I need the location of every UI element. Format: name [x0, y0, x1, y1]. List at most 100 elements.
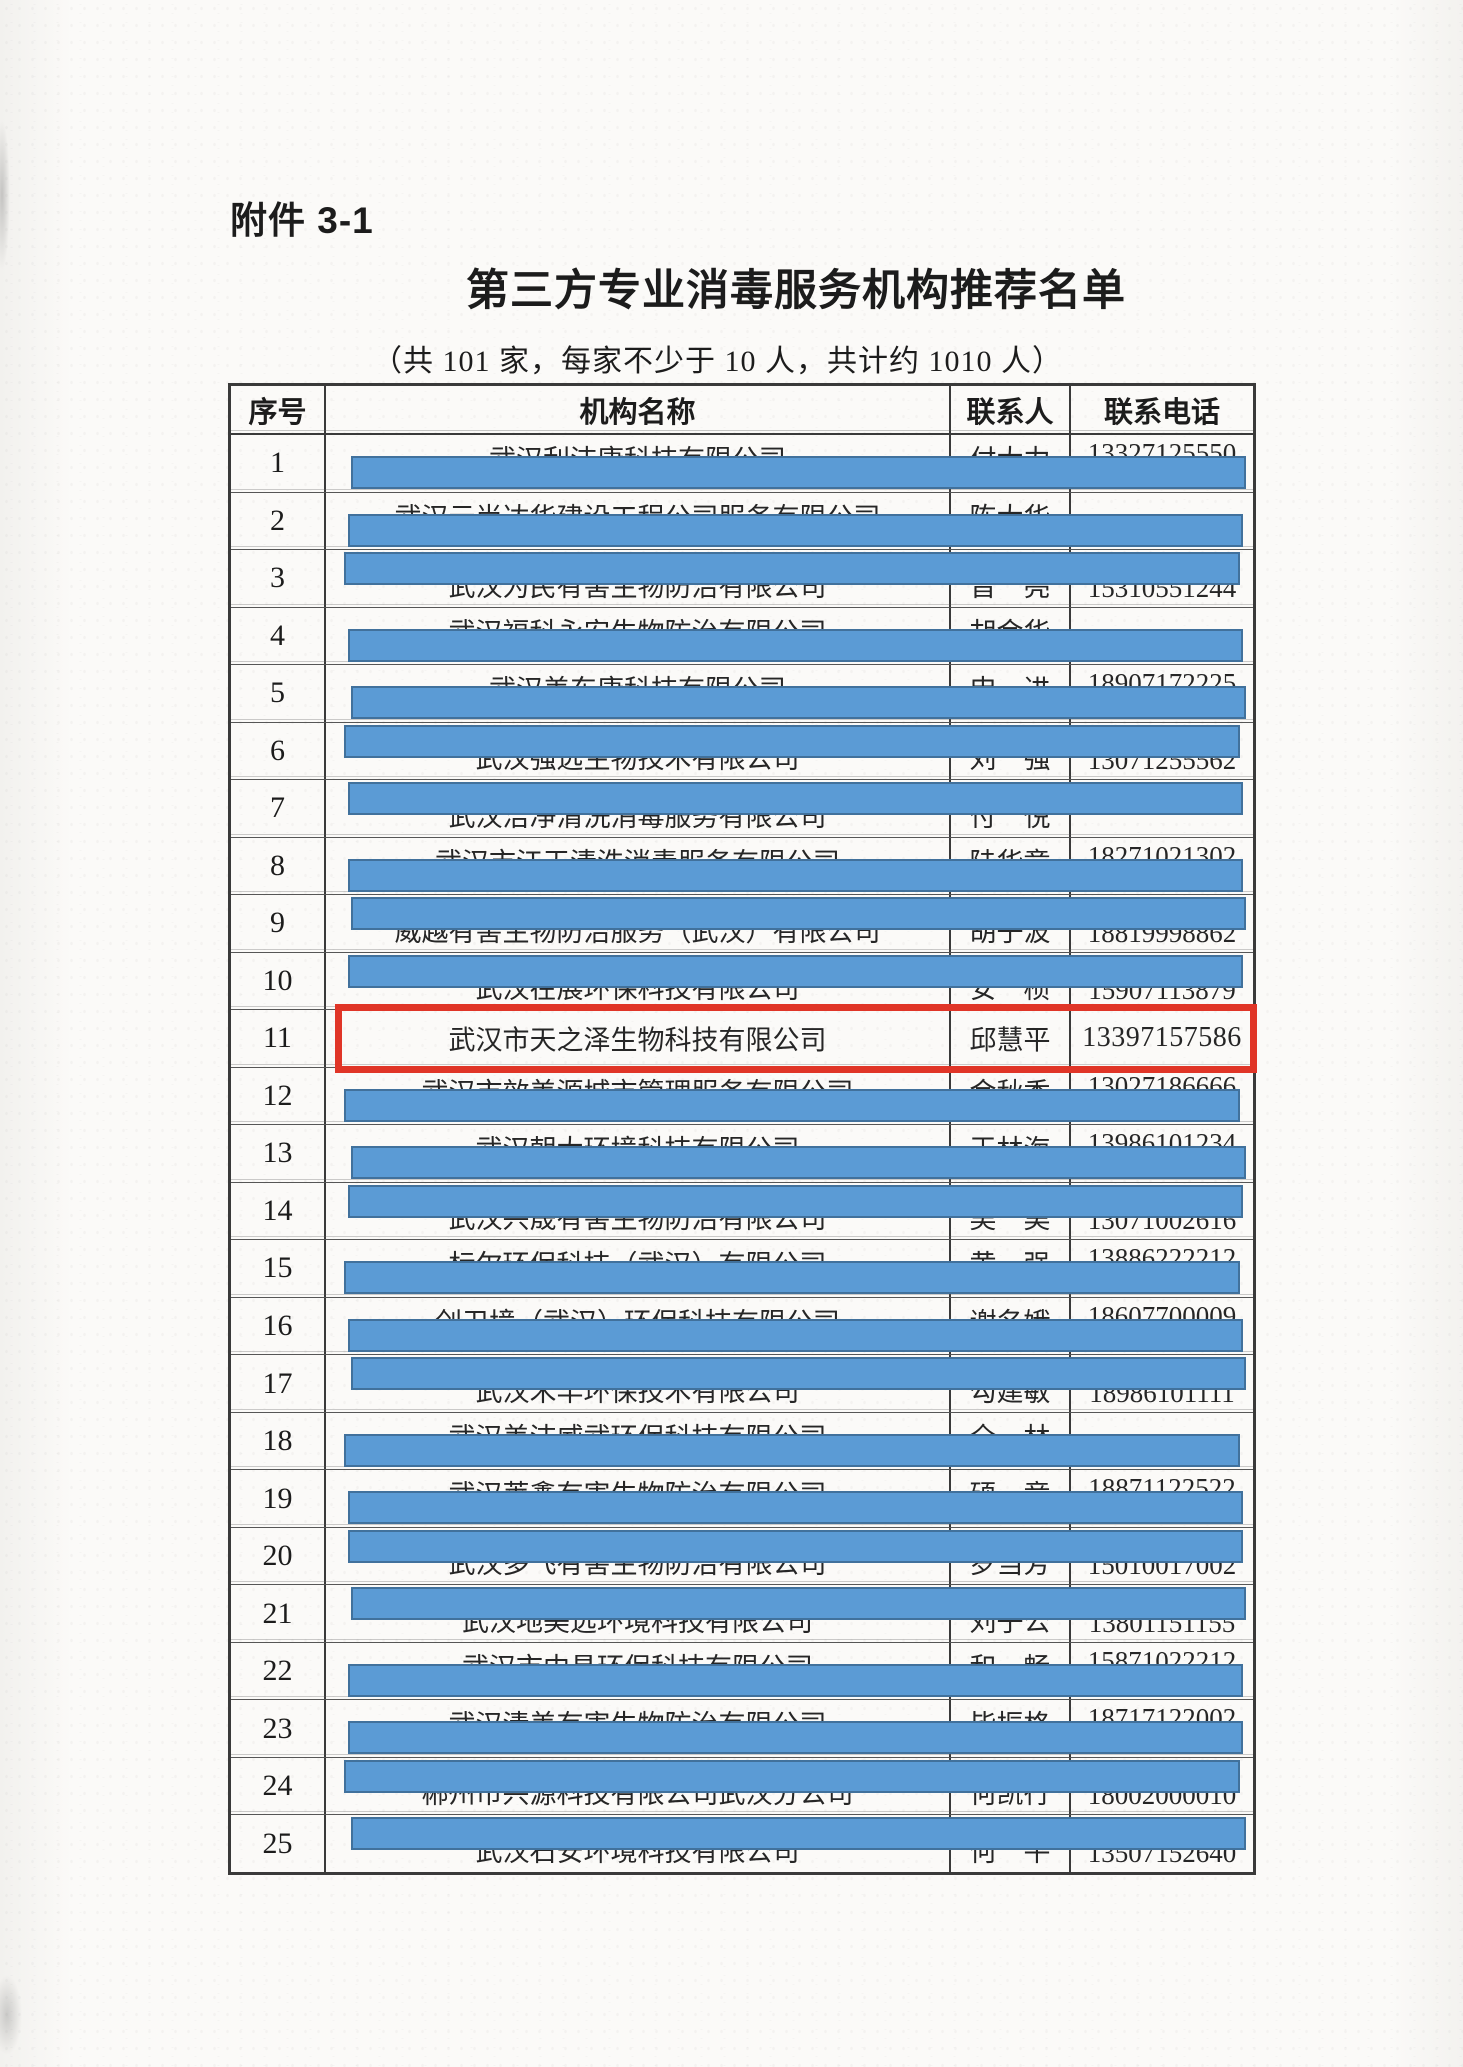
- col-header-contact: 联系人: [951, 386, 1071, 433]
- table-row: 23 武汉清美有害生物防治有限公司 毕振格 18717122002: [231, 1700, 1253, 1758]
- redaction-bar: [348, 513, 1243, 547]
- table-row: 5 武汉美东康科技有限公司 申 进 18907172225: [231, 665, 1253, 723]
- row-number: 2: [270, 503, 285, 537]
- table-row: 2 武汉云尚达华建设工程公司服务有限公司 陈大华: [231, 492, 1253, 551]
- row-number: 15: [262, 1251, 293, 1285]
- table-row: 9 威越有害生物防治服务（武汉）有限公司 胡子波 18819998862: [231, 895, 1253, 953]
- row-number: 19: [262, 1481, 293, 1515]
- row-number-cell: 10: [231, 952, 326, 1010]
- table-row: 15 标尔环保科技（武汉）有限公司 黄 强 13886222212: [231, 1240, 1253, 1298]
- contact-phone: 13397157586: [1082, 1022, 1242, 1054]
- redaction-bar: [348, 628, 1243, 662]
- redaction-bar: [344, 724, 1240, 758]
- redaction-bar: [351, 897, 1246, 931]
- col-header-no: 序号: [231, 386, 326, 433]
- page-subtitle: （共 101 家，每家不少于 10 人，共计约 1010 人）: [372, 345, 1063, 378]
- row-number-cell: 21: [231, 1585, 326, 1642]
- redaction-bar: [348, 782, 1243, 816]
- row-number-cell: 7: [231, 780, 326, 837]
- redaction-bar: [348, 858, 1243, 892]
- row-number-cell: 25: [231, 1815, 326, 1872]
- table-row: 8 武汉市江天清洗消毒服务有限公司 陆华章 18271021302: [231, 837, 1253, 896]
- redaction-bar: [344, 552, 1240, 586]
- table-row: 14 武汉兴晟有害生物防治有限公司 吴 昊 13071002616: [231, 1182, 1253, 1241]
- row-number: 17: [262, 1366, 293, 1400]
- table-row: 7 武汉洁净清洗消毒服务有限公司 付 悦: [231, 780, 1253, 838]
- redaction-bar: [351, 456, 1246, 489]
- redaction-bar: [348, 1663, 1243, 1697]
- table-row: 11 武汉市天之泽生物科技有限公司 邱慧平 13397157586: [231, 1004, 1257, 1073]
- row-number: 4: [270, 618, 285, 652]
- table-row: 4 武汉福科永安生物防治有限公司 胡金华: [231, 607, 1253, 666]
- contact-phone-cell: 13397157586: [1071, 1010, 1253, 1067]
- row-number-cell: 12: [231, 1067, 326, 1125]
- row-number: 10: [262, 963, 293, 997]
- row-number-cell: 5: [231, 665, 326, 722]
- contact-person: 邱慧平: [969, 1025, 1051, 1056]
- attachment-label: 附件 3-1: [230, 200, 374, 241]
- row-number: 22: [262, 1654, 293, 1688]
- row-number-cell: 23: [231, 1700, 326, 1757]
- row-number-cell: 9: [231, 895, 326, 952]
- row-number: 23: [262, 1711, 293, 1745]
- redaction-bar: [344, 1759, 1240, 1793]
- row-number-cell: 13: [231, 1125, 326, 1182]
- row-number: 24: [262, 1769, 293, 1803]
- table-body: 1 武汉利洁康科技有限公司 付大力 13327125550 2 武汉云尚达华建设…: [231, 435, 1257, 1872]
- row-number-cell: 18: [231, 1412, 326, 1470]
- row-number-cell: 17: [231, 1355, 326, 1412]
- redaction-bar: [348, 1318, 1243, 1352]
- row-number: 18: [262, 1424, 293, 1458]
- table-header-row: 序号 机构名称 联系人 联系电话: [231, 386, 1253, 435]
- row-number: 16: [262, 1308, 293, 1342]
- row-number-cell: 11: [231, 1010, 326, 1067]
- row-number: 13: [262, 1136, 293, 1170]
- row-number: 21: [262, 1596, 293, 1630]
- redaction-bar: [348, 1184, 1243, 1218]
- row-number-cell: 16: [231, 1297, 326, 1355]
- table-row: 3 武汉为民有害生物防治有限公司 晋 亮 15310551244: [231, 550, 1253, 608]
- row-number: 9: [270, 906, 285, 940]
- contact-person-cell: 邱慧平: [951, 1010, 1071, 1067]
- row-number: 7: [270, 791, 285, 825]
- table-row: 18 武汉美洁威武环保科技有限公司 全 林: [231, 1412, 1253, 1471]
- row-number: 12: [262, 1078, 293, 1112]
- table-row: 20 武汉多飞有害生物防治有限公司 罗当芳 15010017002: [231, 1527, 1253, 1586]
- redaction-bar: [348, 954, 1243, 988]
- redaction-bar: [348, 1491, 1243, 1525]
- row-number: 11: [263, 1021, 292, 1055]
- redaction-bar: [351, 1587, 1246, 1621]
- row-number: 6: [270, 733, 285, 767]
- org-table: 序号 机构名称 联系人 联系电话 1 武汉利洁康科技有限公司 付大力 13327…: [228, 383, 1257, 1875]
- redaction-bar: [351, 1146, 1246, 1180]
- col-header-phone: 联系电话: [1103, 396, 1220, 429]
- row-number-cell: 1: [231, 435, 326, 492]
- row-number: 20: [262, 1539, 293, 1573]
- redaction-bar: [348, 1529, 1243, 1563]
- row-number: 14: [262, 1193, 293, 1227]
- scan-artifact: [0, 120, 10, 270]
- table-row: 19 武汉莱鑫有害生物防治有限公司 硕 竞 18871122522: [231, 1470, 1253, 1528]
- table-row: 13 武汉朝大环境科技有限公司 王林海 13986101234: [231, 1125, 1253, 1183]
- row-number-cell: 14: [231, 1182, 326, 1240]
- redaction-bar: [348, 1721, 1243, 1755]
- table-row: 6 武汉强远生物技术有限公司 刘 强 13071255562: [231, 722, 1253, 781]
- redaction-bar: [351, 1357, 1246, 1391]
- redaction-bar: [344, 1433, 1240, 1467]
- row-number-cell: 4: [231, 607, 326, 665]
- table-row: 22 武汉市中昌环保科技有限公司 和 畅 15871022212: [231, 1642, 1253, 1701]
- row-number-cell: 2: [231, 492, 326, 550]
- redaction-bar: [351, 686, 1246, 720]
- row-number-cell: 20: [231, 1527, 326, 1585]
- col-header-name: 机构名称: [326, 386, 951, 433]
- table-row: 17 武汉禾丰环保技术有限公司 勾建敏 18986101111: [231, 1355, 1253, 1413]
- org-name-cell: 武汉市天之泽生物科技有限公司: [326, 1010, 951, 1067]
- table-row: 21 武汉地美远环境科技有限公司 刘子公 13801151155: [231, 1585, 1253, 1643]
- table-row: 10 武汉在展环保科技有限公司 安 桢 15907113879: [231, 952, 1253, 1011]
- row-number-cell: 8: [231, 837, 326, 895]
- row-number: 8: [270, 848, 285, 882]
- scan-artifact: [0, 1975, 22, 2055]
- table-row: 25 武汉石安环境科技有限公司 何 平 13507152640: [231, 1815, 1253, 1872]
- table-row: 16 创卫境（武汉）环保科技有限公司 谢名娥 18607700009: [231, 1297, 1253, 1356]
